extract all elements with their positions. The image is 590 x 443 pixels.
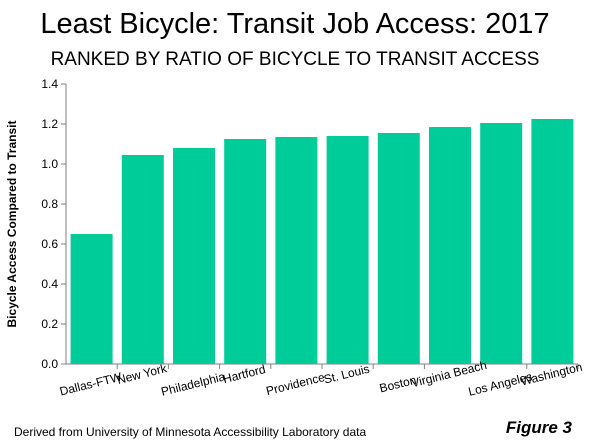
x-tick-label: Philadelphia — [160, 369, 227, 398]
bar — [173, 148, 215, 364]
chart-subtitle: RANKED BY RATIO OF BICYCLE TO TRANSIT AC… — [50, 49, 540, 70]
bar — [377, 133, 420, 364]
bar — [224, 139, 267, 364]
y-tick-label: 0.2 — [41, 317, 58, 331]
y-tick-label: 1.0 — [41, 157, 58, 171]
x-tick-label: New York — [116, 361, 170, 387]
y-tick-label: 0.0 — [41, 357, 58, 371]
bar — [429, 127, 471, 364]
x-tick-label: Providence — [265, 370, 327, 398]
bar — [121, 155, 164, 364]
bar — [70, 234, 113, 364]
y-tick-label: 0.6 — [41, 237, 58, 251]
bar — [531, 119, 574, 364]
source-note: Derived from University of Minnesota Acc… — [14, 425, 367, 439]
y-tick-label: 1.4 — [41, 77, 58, 91]
x-tick-label: Dallas-FTW — [58, 370, 123, 399]
bar — [275, 137, 318, 364]
figure-label: Figure 3 — [505, 418, 572, 437]
y-tick-label: 0.4 — [41, 277, 58, 291]
y-tick-label: 1.2 — [41, 117, 58, 131]
y-tick-label: 0.8 — [41, 197, 58, 211]
y-axis-label: Bicycle Access Compared to Transit — [5, 121, 19, 328]
bar — [326, 136, 369, 364]
chart-title: Least Bicycle: Transit Job Access: 2017 — [40, 8, 550, 40]
x-tick-label: St. Louis — [322, 362, 371, 387]
bar — [480, 123, 523, 364]
x-tick-label: Hartford — [222, 362, 267, 386]
